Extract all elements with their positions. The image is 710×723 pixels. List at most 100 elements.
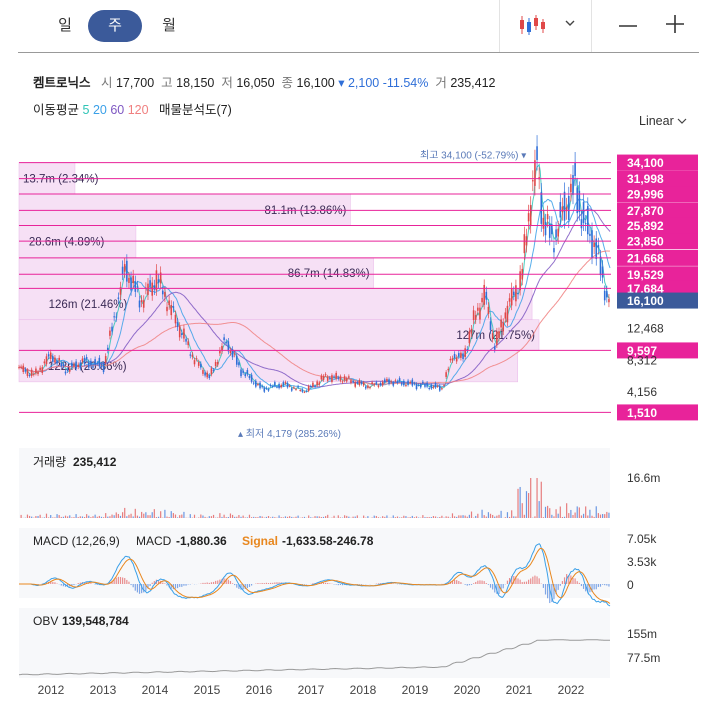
x-axis-label: 2017 [298,683,325,697]
candlestick-icon[interactable] [518,14,546,36]
volume-bar [278,515,280,518]
volume-bar [593,516,595,518]
macd-axis-label: 7.05k [627,532,657,546]
macd-histogram-bar [234,584,236,586]
candle-body [430,384,433,389]
candle-body [546,214,549,220]
plus-icon[interactable] [665,14,685,34]
minus-icon[interactable] [618,16,638,36]
candle-body [37,371,39,375]
volume-bar [413,517,416,518]
candle-body [79,362,82,369]
candle-body [390,381,392,383]
macd-histogram-bar [134,584,136,591]
volume-bar [426,517,428,518]
candle-body [324,374,327,376]
volume-bar [405,516,407,518]
volume-bar [92,516,94,518]
scale-toggle[interactable]: Linear [639,114,687,128]
volume-bar [231,514,234,518]
candle-body [210,368,213,375]
candle-body [608,299,610,303]
candle-body [22,365,25,372]
macd-histogram-bar [238,584,240,589]
volume-profile-label: 122m (20.86%) [48,361,127,373]
candle-body [481,297,483,303]
candle-body [64,371,67,374]
macd-histogram-bar [466,584,468,586]
candle-body [314,385,316,387]
chevron-down-icon[interactable] [564,16,576,28]
candle-body [271,386,274,388]
x-axis-label: 2013 [90,683,117,697]
macd-histogram-bar [572,578,574,584]
macd-histogram-bar [276,582,278,584]
tab-day[interactable]: 일 [58,17,72,34]
candle-body [333,376,335,378]
candle-body [362,382,365,386]
tab-month[interactable]: 월 [162,17,176,34]
macd-histogram-bar [202,582,204,584]
macd-histogram-bar [549,584,551,604]
candle-body [419,384,422,388]
candle-body [28,374,31,376]
candle-body [443,385,445,387]
candle-body [261,385,263,388]
volume-bar [561,517,564,518]
macd-histogram-bar [204,582,206,584]
volume-bar [166,516,168,518]
volume-bar [86,514,88,518]
volume-bar [538,501,540,518]
volume-profile-label[interactable]: 매물분석도(7) [159,103,232,117]
macd-histogram-bar [259,583,261,584]
volume-bar [267,516,270,518]
volume-bar [458,515,460,518]
volume-bar [83,516,86,518]
macd-histogram-bar [151,582,153,584]
macd-histogram-bar [379,583,382,584]
price-level-label: 1,510 [627,406,657,420]
volume-bar [589,509,591,518]
tab-week[interactable]: 주 [88,10,142,42]
macd-histogram-bar [523,581,525,584]
macd-histogram-bar [278,582,280,584]
macd-histogram-bar [217,580,219,584]
macd-histogram-bar [90,583,92,584]
volume-bar [31,516,33,518]
candle-body [398,378,401,381]
volume-bar [301,517,303,518]
volume-bar [320,517,322,518]
x-axis-label: 2020 [454,683,481,697]
volume-bar [117,513,119,518]
ma-label[interactable]: 이동평균 [33,103,80,117]
volume-bar [392,515,394,518]
candle-body [81,358,84,362]
macd-histogram-bar [608,584,610,587]
volume-bar [69,515,71,518]
volume-bar [344,515,346,518]
candle-body [320,375,323,380]
price-level-badge [617,266,698,283]
macd-histogram-bar [599,584,602,587]
macd-histogram-bar [223,578,225,584]
candle-body [117,297,120,299]
candle-body [388,379,390,384]
volume-bar [128,514,130,518]
volume-bar [272,516,274,518]
candle-body [39,367,41,370]
volume-bar [434,516,437,518]
candle-body [578,190,581,213]
volume-bar [136,515,139,518]
candle-body [100,365,103,367]
volume-panel-label: 거래량 [33,455,66,469]
volume-bar [475,515,477,518]
volume-profile-label: 126m (21.46%) [49,299,128,311]
x-axis-label: 2012 [38,683,65,697]
volume-profile-bar [18,225,137,259]
candle-body [227,341,230,352]
volume-bar [289,516,291,518]
volume-bar [160,511,162,518]
panel-background [19,608,610,678]
macd-histogram-bar [489,584,492,588]
